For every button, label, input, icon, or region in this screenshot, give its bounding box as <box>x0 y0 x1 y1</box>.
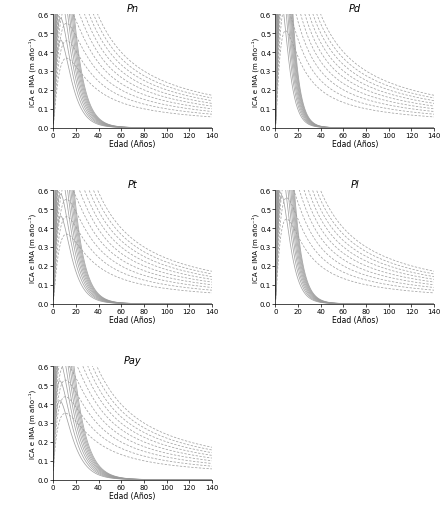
Y-axis label: ICA e IMA (m año⁻¹): ICA e IMA (m año⁻¹) <box>29 388 36 458</box>
X-axis label: Edad (Años): Edad (Años) <box>109 140 156 149</box>
X-axis label: Edad (Años): Edad (Años) <box>331 316 378 325</box>
X-axis label: Edad (Años): Edad (Años) <box>109 316 156 325</box>
Y-axis label: ICA e IMA (m año⁻¹): ICA e IMA (m año⁻¹) <box>29 37 36 107</box>
Title: Pl: Pl <box>350 180 359 190</box>
Title: Pn: Pn <box>127 5 139 14</box>
Title: Pay: Pay <box>124 356 141 366</box>
Y-axis label: ICA e IMA (m año⁻¹): ICA e IMA (m año⁻¹) <box>251 213 259 282</box>
Title: Pt: Pt <box>128 180 137 190</box>
Y-axis label: ICA e IMA (m año⁻¹): ICA e IMA (m año⁻¹) <box>251 37 259 107</box>
Title: Pd: Pd <box>349 5 361 14</box>
X-axis label: Edad (Años): Edad (Años) <box>331 140 378 149</box>
Y-axis label: ICA e IMA (m año⁻¹): ICA e IMA (m año⁻¹) <box>29 213 36 282</box>
X-axis label: Edad (Años): Edad (Años) <box>109 491 156 500</box>
